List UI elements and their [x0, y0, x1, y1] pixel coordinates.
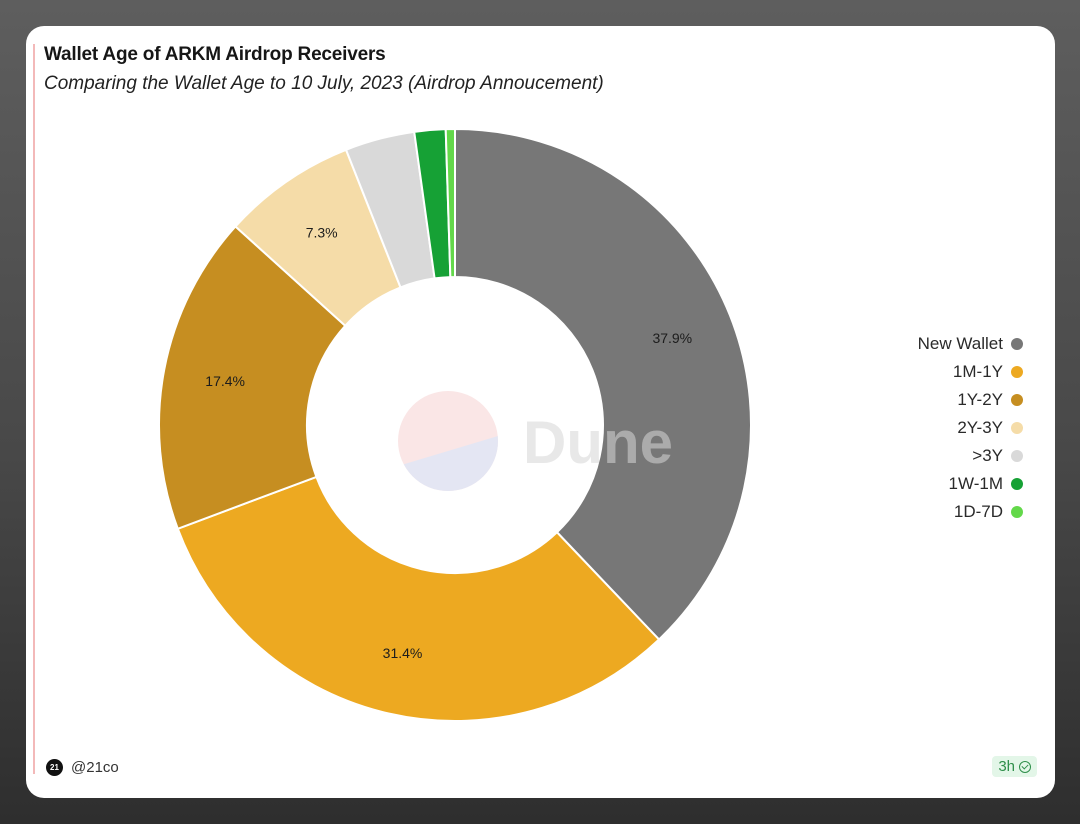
legend-dot-icon	[1011, 422, 1023, 434]
legend-label: >3Y	[972, 446, 1003, 465]
slice-1y-2y[interactable]	[158, 225, 347, 531]
refresh-label: 3h	[998, 758, 1015, 775]
legend-label: 1Y-2Y	[957, 390, 1003, 409]
legend-item[interactable]: 1M-1Y	[953, 358, 1023, 386]
legend-item[interactable]: 1W-1M	[949, 470, 1023, 498]
chart-title: Wallet Age of ARKM Airdrop Receivers	[44, 44, 386, 65]
slices-group	[158, 127, 752, 722]
username: @21co	[71, 759, 119, 776]
chart-card: Wallet Age of ARKM Airdrop Receivers Com…	[26, 26, 1055, 798]
data-label: 37.9%	[652, 330, 692, 346]
legend-item[interactable]: New Wallet	[918, 330, 1023, 358]
chart-legend: New Wallet 1M-1Y 1Y-2Y 2Y-3Y >3Y 1W-1M 1D-7D	[918, 330, 1023, 526]
left-accent-line	[33, 44, 35, 774]
legend-item[interactable]: >3Y	[972, 442, 1023, 470]
legend-dot-icon	[1011, 366, 1023, 378]
user-avatar: 21	[46, 759, 63, 776]
legend-label: New Wallet	[917, 334, 1003, 353]
refresh-badge[interactable]: 3h	[992, 756, 1037, 777]
legend-dot-icon	[1011, 506, 1023, 518]
dune-watermark: Dune	[398, 391, 673, 491]
chart-subtitle: Comparing the Wallet Age to 10 July, 202…	[44, 73, 604, 94]
legend-dot-icon	[1011, 478, 1023, 490]
footer-user[interactable]: 21 @21co	[46, 759, 119, 776]
legend-item[interactable]: 1Y-2Y	[957, 386, 1023, 414]
legend-item[interactable]: 1D-7D	[954, 498, 1023, 526]
legend-label: 1W-1M	[948, 474, 1003, 493]
slice-1m-1y[interactable]	[176, 475, 661, 722]
legend-dot-icon	[1011, 450, 1023, 462]
data-label: 17.4%	[205, 373, 245, 389]
slice-1d-7d[interactable]	[444, 127, 456, 279]
legend-item[interactable]: 2Y-3Y	[957, 414, 1023, 442]
donut-chart: Dune 37.9% 31.4% 17.4% 7.3%	[158, 127, 752, 722]
data-label: 31.4%	[383, 645, 423, 661]
data-label: 7.3%	[306, 225, 338, 241]
legend-label: 2Y-3Y	[957, 418, 1003, 437]
legend-label: 1D-7D	[953, 502, 1003, 521]
check-circle-icon	[1019, 760, 1031, 773]
legend-dot-icon	[1011, 394, 1023, 406]
slice-new-wallet[interactable]	[454, 127, 752, 641]
legend-dot-icon	[1011, 338, 1023, 350]
legend-label: 1M-1Y	[952, 362, 1003, 381]
watermark-text: Dune	[523, 409, 673, 476]
data-labels-group: 37.9% 31.4% 17.4% 7.3%	[205, 225, 692, 661]
